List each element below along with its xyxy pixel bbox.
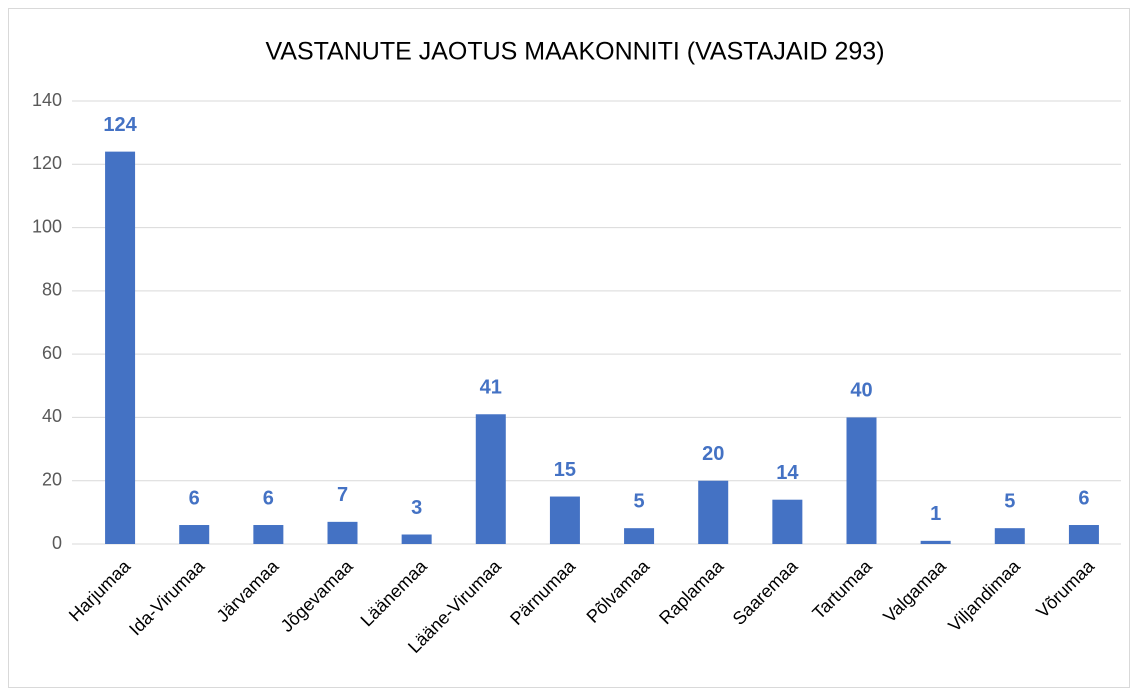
y-tick-label: 100 [32,216,62,236]
value-label: 41 [480,377,502,399]
value-label: 1 [930,503,941,525]
y-tick-label: 120 [32,153,62,173]
chart-border [8,8,1130,688]
value-label: 5 [1004,490,1015,512]
bar [179,525,210,544]
bar [253,525,284,544]
bar [772,499,803,544]
value-label: 14 [776,462,799,484]
bar [624,528,655,544]
value-label: 6 [263,487,274,509]
bar [327,521,358,544]
value-label: 3 [411,497,422,519]
y-tick-label: 80 [42,280,62,300]
value-label: 124 [103,114,137,136]
y-tick-label: 140 [32,90,62,110]
value-label: 6 [1078,487,1089,509]
value-label: 6 [189,487,200,509]
y-tick-label: 0 [52,533,62,553]
bar [1068,525,1099,544]
bar [549,496,580,544]
bar [475,414,506,544]
value-label: 20 [702,443,724,465]
value-label: 40 [850,380,872,402]
bar [401,534,432,544]
y-tick-label: 20 [42,469,62,489]
y-tick-label: 40 [42,406,62,426]
value-label: 15 [554,459,576,481]
bar [994,528,1025,544]
value-label: 7 [337,484,348,506]
chart-title: VASTANUTE JAOTUS MAAKONNITI (VASTAJAID 2… [265,38,884,66]
bar [105,151,136,544]
bar [846,417,877,544]
bar [920,540,951,544]
bar [698,480,729,544]
y-tick-label: 60 [42,343,62,363]
value-label: 5 [634,490,645,512]
